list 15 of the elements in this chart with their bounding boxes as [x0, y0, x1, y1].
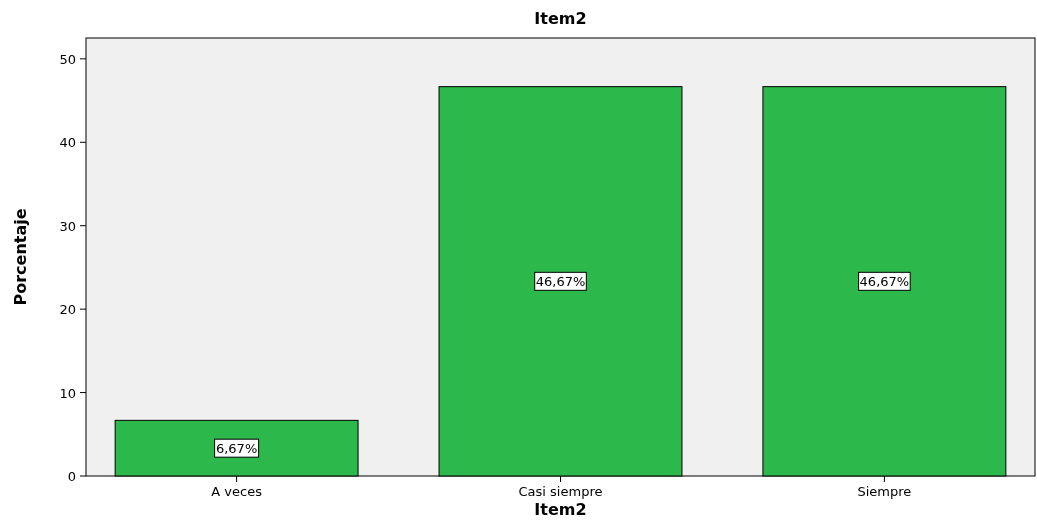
- x-tick-label: Siempre: [857, 484, 912, 499]
- y-tick-label: 20: [59, 302, 76, 318]
- data-label: 46,67%: [535, 274, 586, 290]
- x-axis-title: Item2: [534, 500, 587, 519]
- chart-title: Item2: [534, 9, 587, 28]
- y-tick-label: 30: [59, 218, 76, 234]
- y-tick-label: 0: [67, 469, 76, 484]
- y-tick-label: 40: [59, 135, 76, 151]
- x-tick-label: A veces: [211, 484, 263, 499]
- data-label: 6,67%: [215, 441, 258, 457]
- data-label: 46,67%: [859, 274, 910, 290]
- x-tick-label: Casi siempre: [518, 484, 603, 499]
- y-tick-label: 10: [59, 385, 76, 401]
- y-tick-label: 50: [59, 51, 76, 67]
- y-axis-title: Porcentaje: [11, 208, 30, 306]
